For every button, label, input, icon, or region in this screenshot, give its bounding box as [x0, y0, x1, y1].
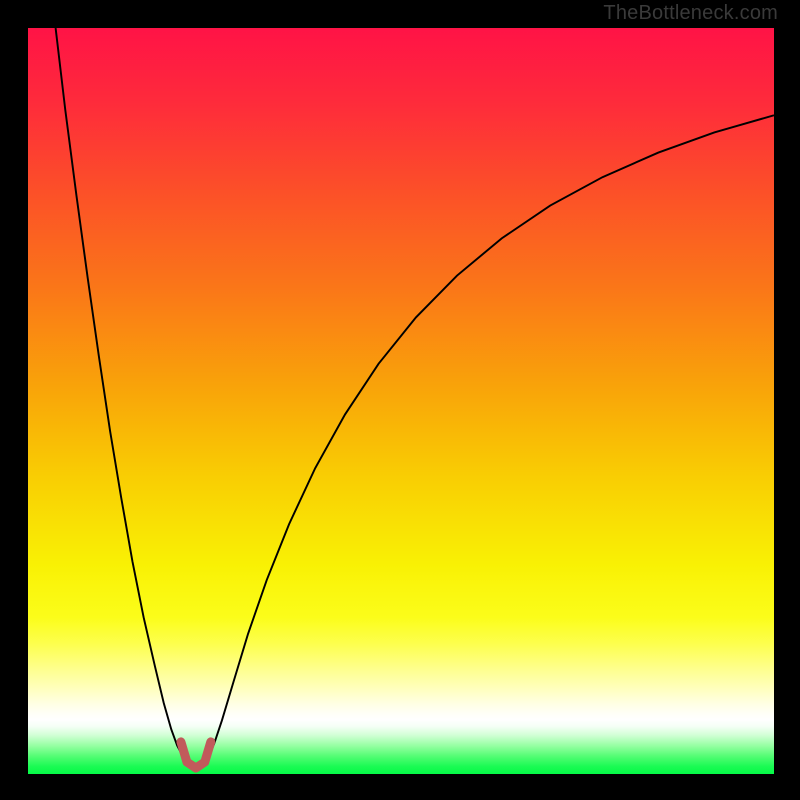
figure-root: TheBottleneck.com	[0, 0, 800, 800]
gradient-background	[28, 28, 774, 774]
plot-area	[28, 28, 774, 774]
watermark-text: TheBottleneck.com	[603, 2, 778, 25]
plot-svg	[28, 28, 774, 774]
